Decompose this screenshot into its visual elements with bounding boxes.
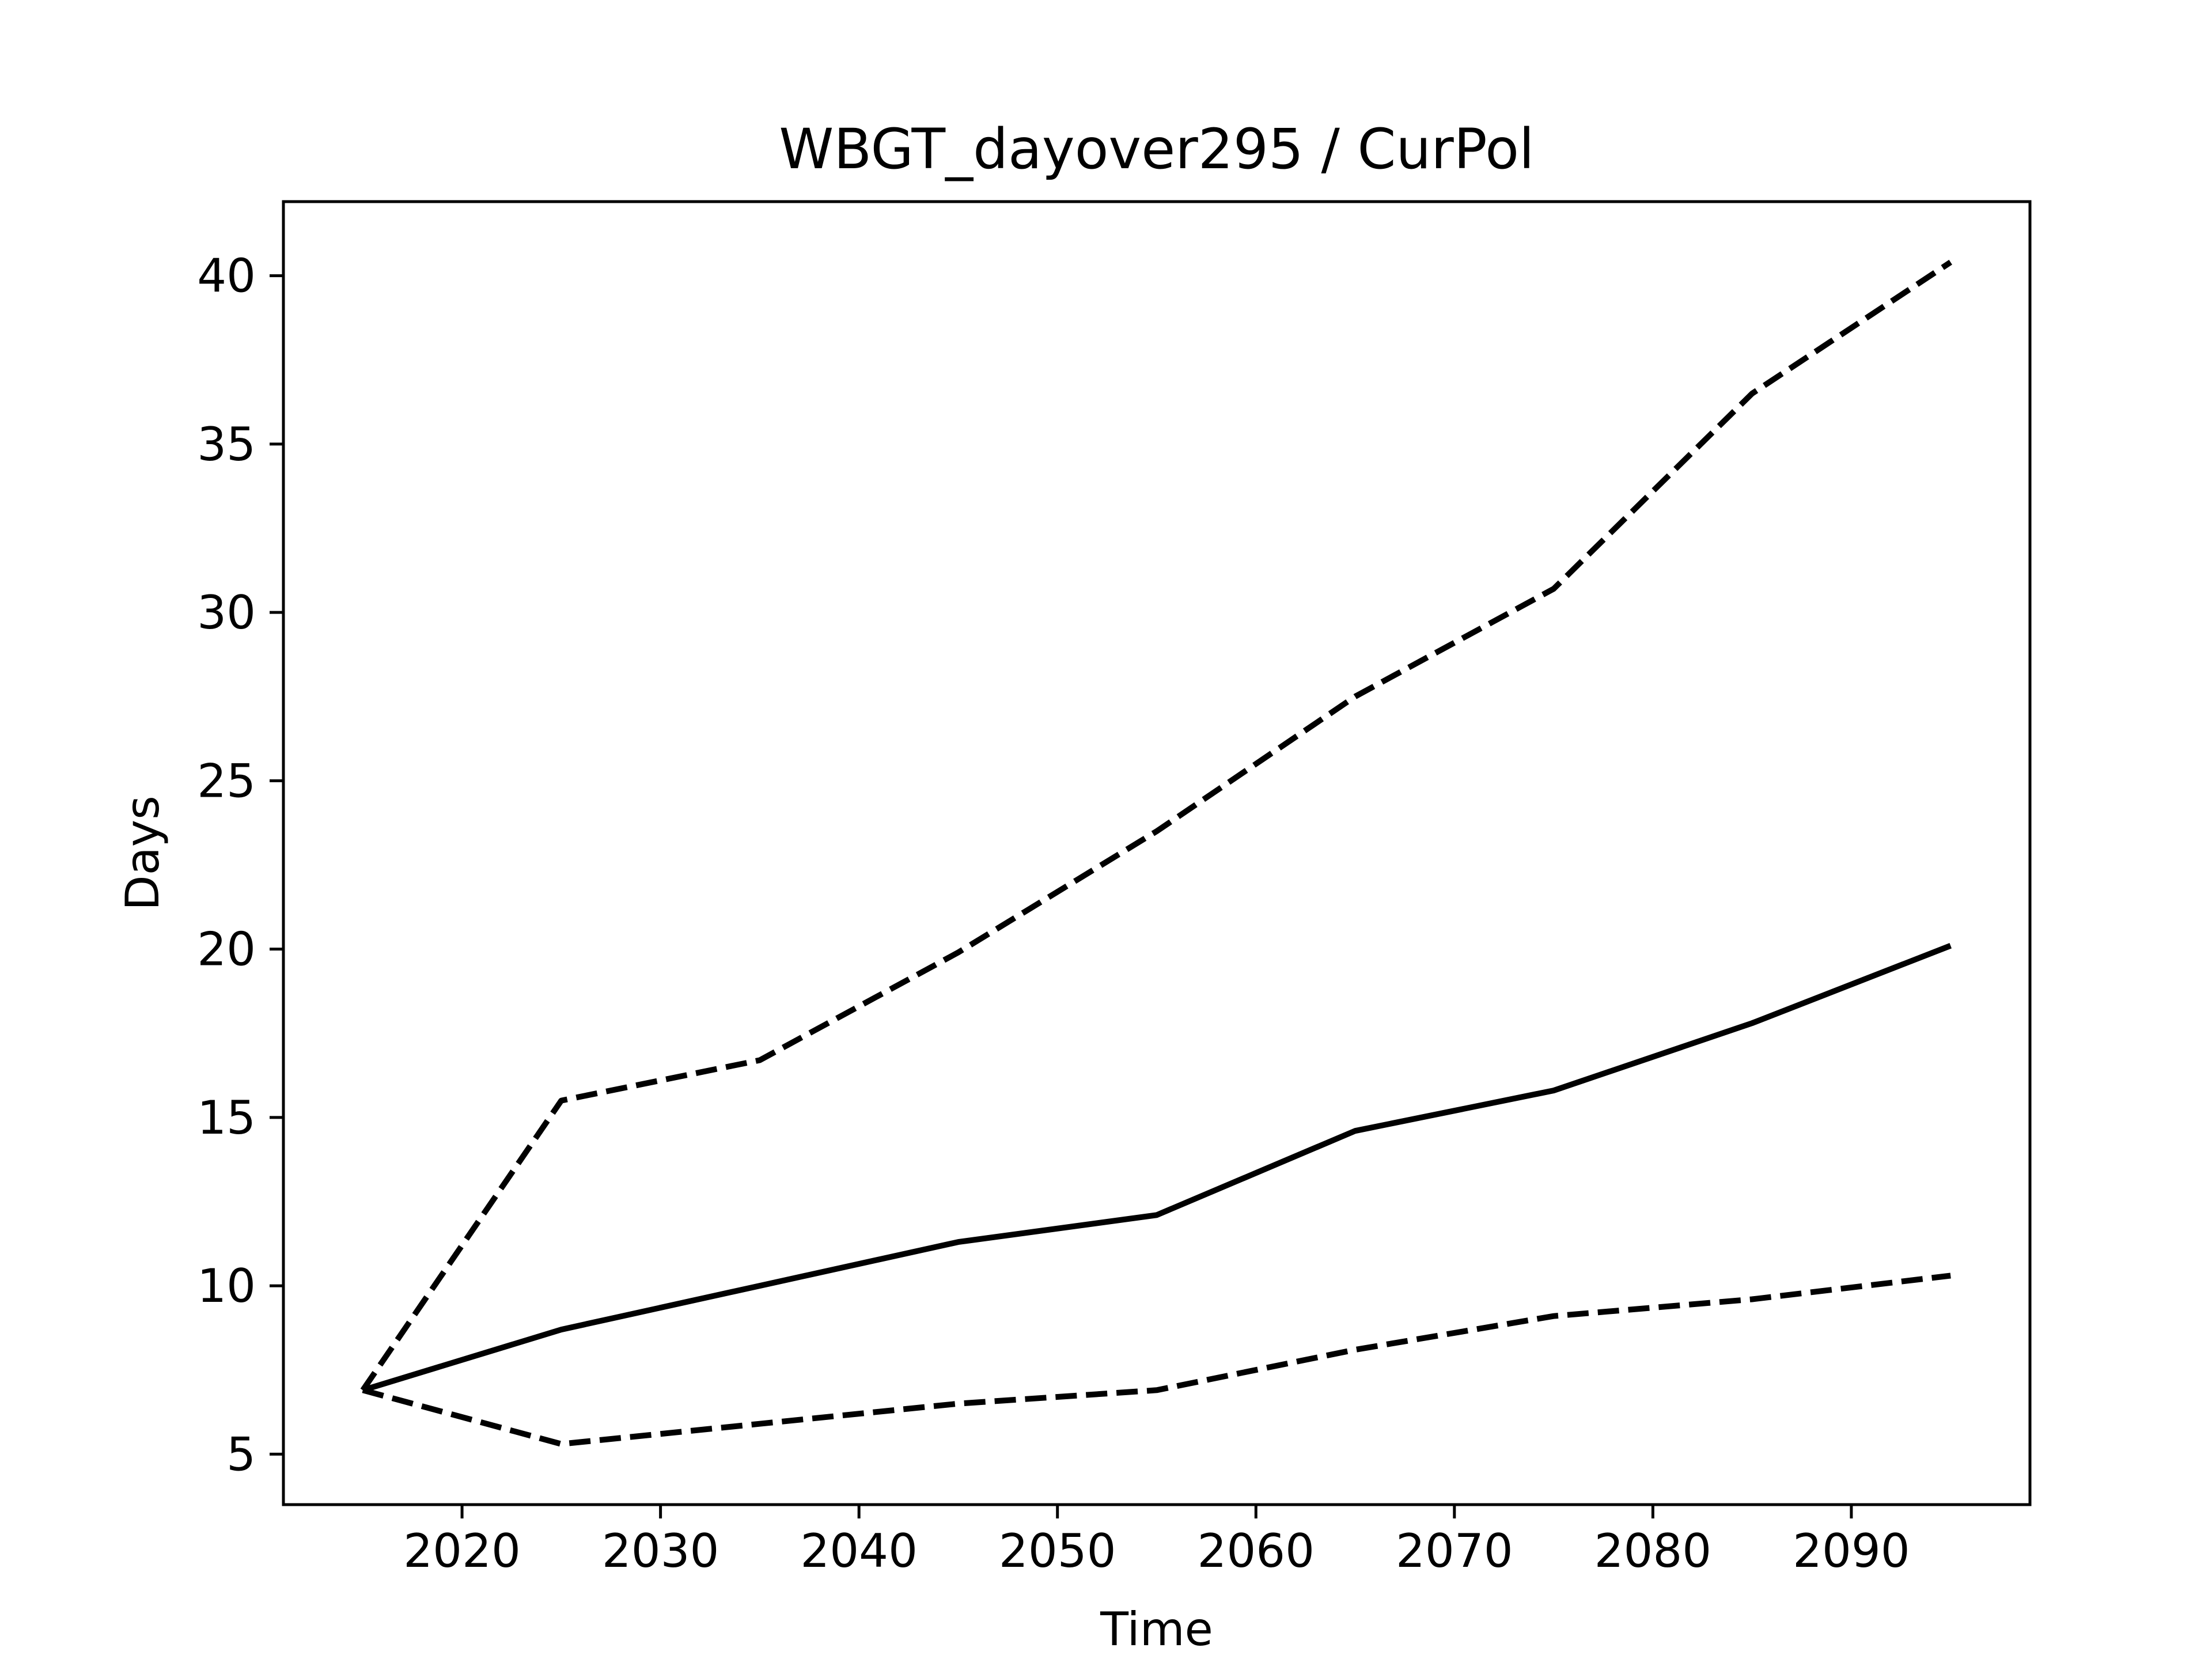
y-tick-label: 25 — [197, 754, 256, 808]
plot-frame — [282, 200, 2032, 1506]
series-1 — [362, 943, 1952, 1393]
x-tick-label: 2020 — [403, 1524, 521, 1578]
x-tick-label: 2030 — [602, 1524, 719, 1578]
series-line-1 — [362, 943, 1952, 1393]
y-axis-label: Days — [116, 796, 169, 911]
series-0 — [360, 260, 1952, 1392]
x-tick-label: 2070 — [1396, 1524, 1513, 1578]
x-axis-label: Time — [1100, 1603, 1213, 1656]
y-tick-label: 35 — [197, 418, 256, 471]
x-axis: 2020 2030 2040 2050 2060 2070 2080 2090 — [403, 1505, 1910, 1578]
series-2 — [362, 1272, 1951, 1447]
x-tick-label: 2090 — [1793, 1524, 1910, 1578]
series-line-0 — [360, 260, 1952, 1392]
y-tick-label: 20 — [197, 923, 256, 976]
y-tick-label: 5 — [226, 1427, 256, 1481]
x-tick-label: 2080 — [1594, 1524, 1712, 1578]
y-tick-label: 15 — [197, 1091, 256, 1145]
x-tick-label: 2040 — [800, 1524, 918, 1578]
x-tick-label: 2050 — [999, 1524, 1116, 1578]
y-tick-label: 40 — [197, 249, 256, 303]
series-line-2 — [362, 1272, 1951, 1447]
x-tick-label: 2060 — [1197, 1524, 1315, 1578]
y-tick-label: 30 — [197, 586, 256, 639]
chart-title: WBGT_dayover295 / CurPol — [779, 117, 1534, 181]
series-layer — [360, 260, 1952, 1447]
y-axis: 5 10 15 20 25 30 35 40 — [197, 249, 283, 1481]
y-tick-label: 10 — [197, 1259, 256, 1313]
